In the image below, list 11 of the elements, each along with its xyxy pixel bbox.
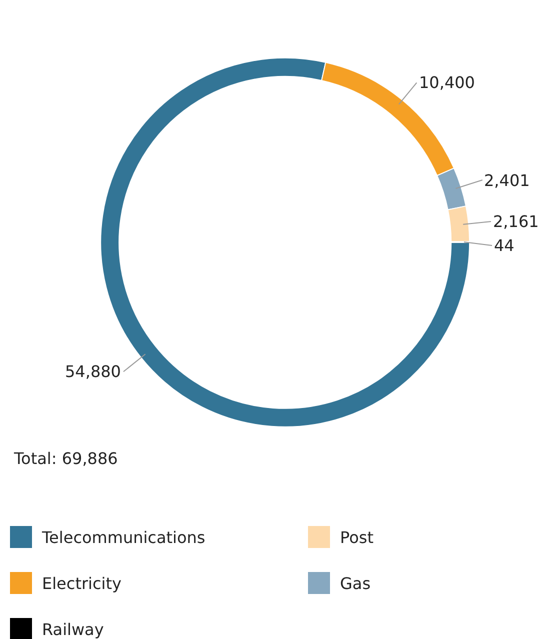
legend-label: Gas	[340, 574, 371, 592]
text: Total: 69,886	[13, 449, 118, 468]
data-label: 2,401	[484, 171, 530, 190]
legend-label: Railway	[42, 620, 104, 638]
legend-label: Telecommunications	[42, 528, 206, 546]
data-label: 10,400	[419, 73, 475, 92]
legend-label: Post	[340, 528, 374, 546]
data-label: 54,880	[65, 362, 121, 381]
data-label: 44	[494, 236, 514, 255]
data-label: 2,161	[493, 212, 539, 231]
legend-label: Electricity	[42, 574, 122, 592]
